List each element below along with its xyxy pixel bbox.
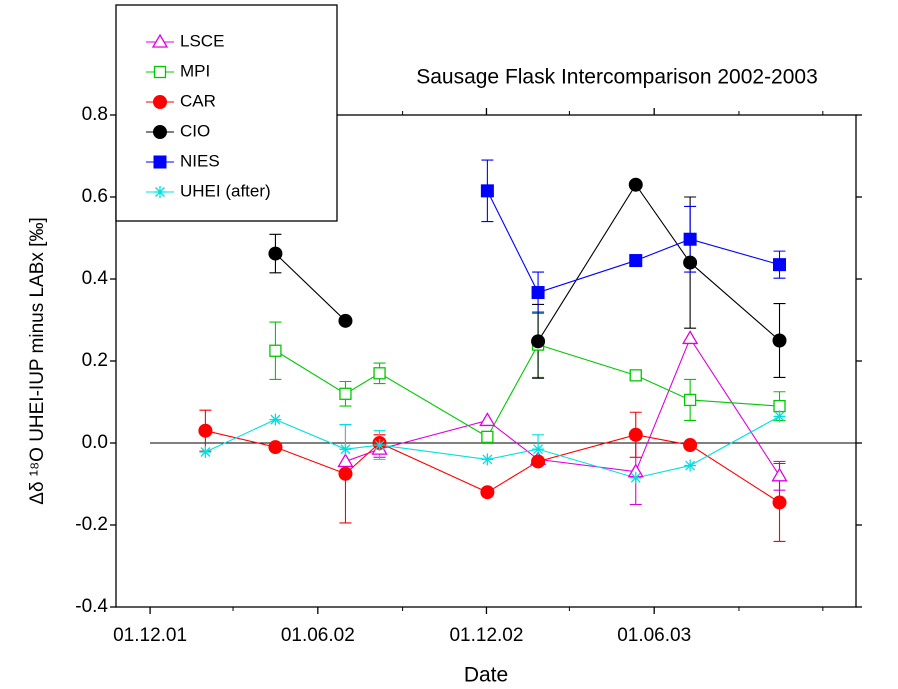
x-tick-label: 01.12.01	[113, 625, 187, 646]
legend-label: CAR	[180, 91, 216, 110]
marker	[268, 246, 283, 261]
legend-marker	[151, 33, 169, 48]
marker	[683, 255, 698, 270]
marker	[531, 454, 546, 469]
marker	[337, 453, 354, 468]
marker	[773, 258, 787, 272]
marker	[683, 232, 697, 246]
marker	[481, 430, 494, 444]
y-tick-label: 0.8	[82, 104, 108, 125]
marker	[199, 446, 212, 459]
marker	[683, 438, 698, 453]
legend-marker	[153, 155, 167, 169]
marker	[198, 423, 213, 438]
marker	[681, 330, 699, 345]
y-tick-label: 0.6	[82, 186, 108, 207]
marker	[269, 344, 282, 357]
legend-label: NIES	[180, 151, 220, 170]
y-tick-label: 0.2	[82, 350, 108, 371]
marker	[481, 453, 494, 466]
marker	[628, 177, 643, 192]
marker	[339, 387, 352, 400]
marker	[338, 466, 353, 481]
x-tick-label: 01.06.03	[617, 625, 691, 646]
y-tick-label: -0.4	[75, 596, 108, 617]
legend-box	[115, 4, 338, 222]
legend: LSCE MPI CAR CIO NIES UHEI (after)	[115, 4, 338, 222]
marker	[772, 495, 787, 510]
marker	[268, 440, 283, 455]
marker	[338, 313, 353, 328]
marker	[479, 412, 496, 427]
marker	[339, 443, 352, 456]
x-tick-label: 01.12.02	[449, 625, 523, 646]
marker	[629, 254, 643, 268]
marker	[628, 427, 643, 442]
marker	[269, 413, 282, 426]
marker	[772, 333, 787, 348]
legend-marker	[153, 95, 167, 109]
marker	[480, 184, 494, 198]
y-tick-label: -0.2	[75, 514, 108, 535]
marker	[683, 393, 697, 407]
y-tick-label: 0.4	[82, 268, 109, 289]
marker	[773, 410, 786, 423]
marker	[629, 471, 642, 484]
marker	[629, 369, 642, 382]
legend-label: CIO	[180, 121, 210, 140]
legend-marker	[153, 65, 167, 79]
marker	[531, 334, 546, 349]
legend-marker	[154, 186, 166, 198]
series-line	[486, 190, 780, 294]
marker	[684, 459, 697, 472]
legend-label: MPI	[180, 61, 210, 80]
marker	[373, 367, 386, 380]
legend-label: LSCE	[180, 31, 224, 50]
marker	[373, 439, 386, 452]
legend-label: UHEI (after)	[180, 181, 271, 200]
legend-marker	[153, 125, 167, 139]
marker	[773, 399, 786, 413]
marker	[531, 286, 545, 300]
y-axis-label: Δδ ¹⁸O UHEI-IUP minus LABx [‰]	[27, 217, 48, 505]
x-axis-label: Date	[464, 664, 508, 687]
chart-title: Sausage Flask Intercomparison 2002-2003	[416, 66, 818, 89]
marker	[532, 443, 545, 456]
series-line	[275, 183, 780, 342]
x-tick-label: 01.06.02	[281, 625, 355, 646]
marker	[771, 467, 788, 482]
y-tick-label: 0.0	[82, 432, 108, 453]
marker	[480, 485, 495, 500]
